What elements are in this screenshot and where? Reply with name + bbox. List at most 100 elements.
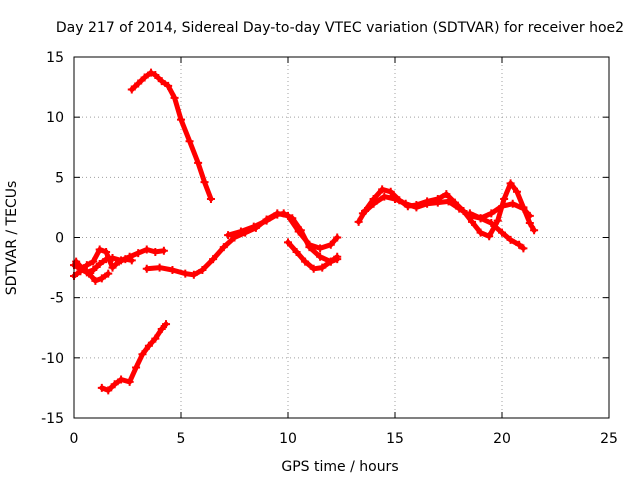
data-point: [391, 194, 399, 203]
data-point: [151, 247, 160, 256]
data-point: [485, 232, 494, 241]
data-point: [127, 256, 136, 265]
data-point: [498, 202, 506, 211]
x-tick-label: 25: [600, 431, 618, 447]
data-point: [305, 243, 314, 252]
data-point: [140, 73, 149, 82]
data-point: [468, 217, 477, 226]
data-point: [127, 85, 136, 94]
data-point: [95, 245, 104, 254]
data-point: [288, 214, 297, 223]
tick-layer: 0 5 10 15 20 25 -15 -10 -5 0 5 10 15: [41, 50, 618, 447]
data-point: [142, 264, 151, 273]
data-point: [104, 386, 113, 395]
data-point: [512, 187, 521, 196]
data-point: [369, 199, 378, 208]
data-point: [498, 228, 506, 237]
data-point: [530, 226, 539, 235]
data-point: [465, 209, 474, 218]
data-point: [177, 115, 185, 124]
series-arc-bottom: [99, 321, 169, 393]
data-point: [138, 350, 147, 359]
data-point: [378, 185, 387, 194]
data-point: [209, 255, 218, 264]
data-point: [97, 383, 106, 392]
x-axis-label: GPS time / hours: [281, 459, 398, 475]
data-point: [125, 377, 134, 386]
x-tick-label: 0: [70, 431, 79, 447]
data-point: [412, 203, 421, 212]
data-point: [132, 363, 141, 372]
data-point: [506, 235, 515, 244]
data-point: [157, 324, 166, 333]
data-point: [326, 257, 335, 266]
series-arc-top: [129, 70, 214, 202]
data-point: [155, 263, 164, 272]
data-point: [236, 227, 245, 236]
data-point: [104, 269, 113, 278]
data-point: [198, 265, 207, 274]
data-point: [333, 252, 342, 261]
data-point: [455, 204, 464, 213]
data-point: [354, 217, 363, 226]
data-point: [519, 244, 528, 253]
data-point: [89, 257, 98, 266]
data-point: [525, 219, 534, 228]
y-tick-label: 15: [46, 50, 64, 66]
data-point: [185, 137, 194, 146]
data-point: [170, 93, 179, 102]
data-point: [151, 334, 160, 343]
data-point: [326, 240, 335, 249]
data-point: [476, 214, 485, 223]
data-point: [515, 240, 524, 249]
data-point: [134, 249, 143, 258]
y-tick-label: -10: [41, 351, 64, 367]
data-point: [121, 255, 130, 264]
data-point: [142, 245, 151, 254]
data-point: [500, 194, 509, 203]
data-point: [114, 257, 123, 266]
data-point: [506, 179, 515, 188]
data-point: [95, 259, 104, 268]
data-point: [292, 247, 301, 256]
data-point: [442, 190, 451, 199]
data-point: [433, 198, 442, 207]
data-point: [423, 199, 432, 208]
data-point: [97, 274, 106, 283]
data-point: [309, 264, 318, 273]
data-point: [386, 187, 395, 196]
data-point: [525, 211, 534, 220]
data-point: [110, 380, 119, 389]
data-point: [144, 341, 153, 350]
y-tick-label: -15: [41, 411, 64, 427]
data-point: [316, 244, 325, 253]
data-point: [72, 257, 81, 266]
data-point: [279, 209, 288, 218]
y-tick-label: 5: [55, 170, 64, 186]
data-point: [316, 252, 325, 261]
data-point: [333, 233, 342, 242]
data-point: [147, 68, 156, 77]
data-point: [380, 192, 389, 201]
data-point: [301, 257, 310, 266]
data-point: [162, 320, 171, 329]
data-point: [219, 243, 228, 252]
data-point: [84, 269, 93, 278]
data-point: [493, 216, 502, 225]
data-point: [487, 219, 496, 228]
data-point: [296, 226, 305, 235]
y-tick-label: -5: [50, 291, 64, 307]
data-point: [91, 276, 100, 285]
series-layer: [70, 68, 539, 395]
data-point: [284, 238, 292, 247]
data-point: [476, 228, 485, 237]
data-point: [401, 199, 410, 208]
data-point: [157, 77, 166, 86]
data-point: [262, 216, 271, 225]
data-point: [206, 194, 215, 203]
y-axis-label: SDTVAR / TECUs: [4, 181, 20, 296]
data-point: [224, 231, 233, 240]
data-point: [508, 199, 517, 208]
data-point: [117, 375, 126, 384]
